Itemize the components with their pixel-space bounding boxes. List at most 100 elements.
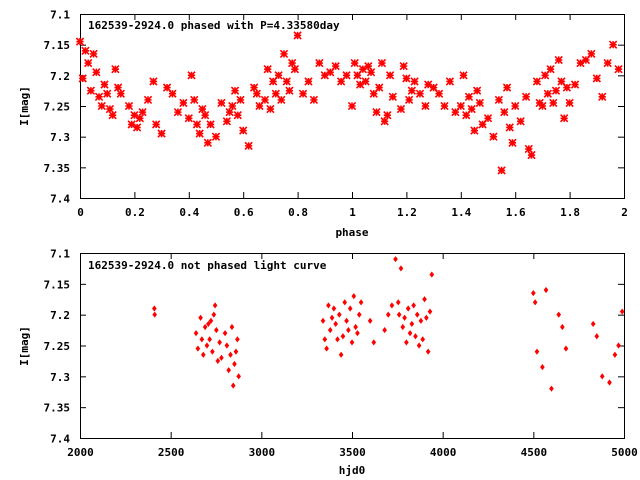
data-point	[511, 101, 520, 111]
data-point	[396, 104, 406, 114]
data-point	[225, 107, 234, 117]
data-point	[279, 49, 289, 59]
data-point	[222, 117, 232, 126]
data-point	[559, 114, 569, 123]
data-point	[415, 89, 425, 98]
data-point	[422, 296, 427, 303]
data-point	[151, 120, 161, 129]
data-point	[336, 77, 346, 86]
x-axis-label: phase	[335, 226, 368, 239]
data-point	[224, 342, 230, 349]
data-point	[557, 77, 566, 86]
data-point	[565, 98, 574, 108]
data-point	[353, 323, 358, 331]
data-point	[287, 58, 297, 68]
y-axis-label: I[mag]	[18, 86, 31, 126]
data-point	[200, 111, 210, 120]
data-point	[532, 299, 538, 306]
data-point	[475, 98, 485, 108]
data-point	[252, 89, 261, 98]
data-point	[236, 373, 241, 380]
data-point	[603, 58, 612, 68]
x-tick-label: 4500	[521, 446, 548, 459]
data-point	[244, 141, 253, 151]
data-point	[228, 101, 237, 111]
data-point	[355, 330, 360, 337]
data-point	[350, 58, 359, 68]
data-point	[516, 117, 525, 126]
data-point	[179, 98, 188, 108]
data-point	[157, 129, 166, 138]
data-point	[290, 65, 300, 74]
y-tick-label: 7.35	[44, 402, 71, 415]
data-point	[199, 336, 205, 343]
data-point	[342, 71, 351, 80]
data-point	[298, 89, 308, 98]
data-point	[210, 348, 215, 355]
data-point	[445, 77, 455, 86]
data-point	[410, 77, 419, 86]
data-point	[429, 271, 435, 278]
y-tick-label: 7.2	[50, 70, 70, 83]
data-point	[173, 107, 183, 117]
data-point	[127, 120, 136, 129]
data-point	[434, 89, 444, 98]
data-point	[407, 330, 413, 337]
data-point	[592, 74, 601, 83]
y-tick-label: 7.35	[44, 162, 71, 175]
data-point	[326, 68, 335, 77]
data-point	[230, 382, 236, 389]
x-tick-label: 0.8	[288, 206, 308, 219]
phased-light-curve-panel: 0 0.2 0.4 0.6 0.8 1 1.2 1.4 1.6 1.8 2 7.17.157.27.…	[18, 9, 628, 240]
chart-title: 162539-2924.0 phased with P=4.33580day	[88, 19, 340, 32]
data-point	[614, 65, 623, 74]
y-tick-label: 7.1	[50, 9, 70, 22]
data-point	[581, 55, 591, 65]
y-tick-label: 7.25	[44, 340, 71, 353]
data-point	[429, 83, 438, 92]
data-point	[162, 83, 172, 92]
data-point	[277, 95, 286, 105]
x-axis-label: hjd0	[339, 464, 366, 477]
data-point	[543, 89, 553, 98]
data-point	[524, 144, 533, 154]
data-point	[608, 40, 618, 49]
data-point	[138, 107, 147, 117]
data-point	[551, 86, 561, 95]
data-point	[358, 299, 364, 306]
x-axis-ticks: 0 0.2 0.4 0.6 0.8 1 1.2 1.4 1.6 1.8 2	[77, 14, 628, 219]
data-point	[570, 80, 580, 89]
data-point	[421, 101, 430, 111]
data-point	[214, 326, 219, 334]
data-point	[340, 333, 346, 340]
data-point	[409, 320, 415, 328]
y-tick-label: 7.2	[50, 309, 70, 322]
data-point	[342, 299, 348, 306]
data-point	[478, 120, 487, 129]
data-point	[367, 317, 373, 324]
data-point	[395, 299, 401, 306]
data-point	[152, 311, 158, 318]
data-point	[540, 363, 545, 371]
data-point	[304, 77, 313, 86]
data-point	[202, 323, 208, 331]
data-point	[494, 95, 504, 105]
y-tick-label: 7.3	[50, 371, 70, 384]
data-point	[563, 345, 569, 352]
data-point	[149, 77, 158, 86]
data-point	[527, 150, 536, 160]
data-point	[355, 80, 365, 89]
x-tick-label: 2500	[158, 446, 185, 459]
data-point	[322, 336, 328, 343]
data-point	[407, 86, 417, 95]
x-tick-label: 5000	[611, 446, 638, 459]
data-point	[587, 49, 596, 59]
data-point	[193, 330, 199, 337]
data-point	[226, 367, 232, 374]
data-point	[619, 308, 625, 315]
data-point	[94, 92, 104, 101]
data-point	[393, 256, 398, 263]
data-point	[500, 107, 509, 117]
data-point	[124, 101, 134, 111]
data-point	[190, 95, 199, 105]
